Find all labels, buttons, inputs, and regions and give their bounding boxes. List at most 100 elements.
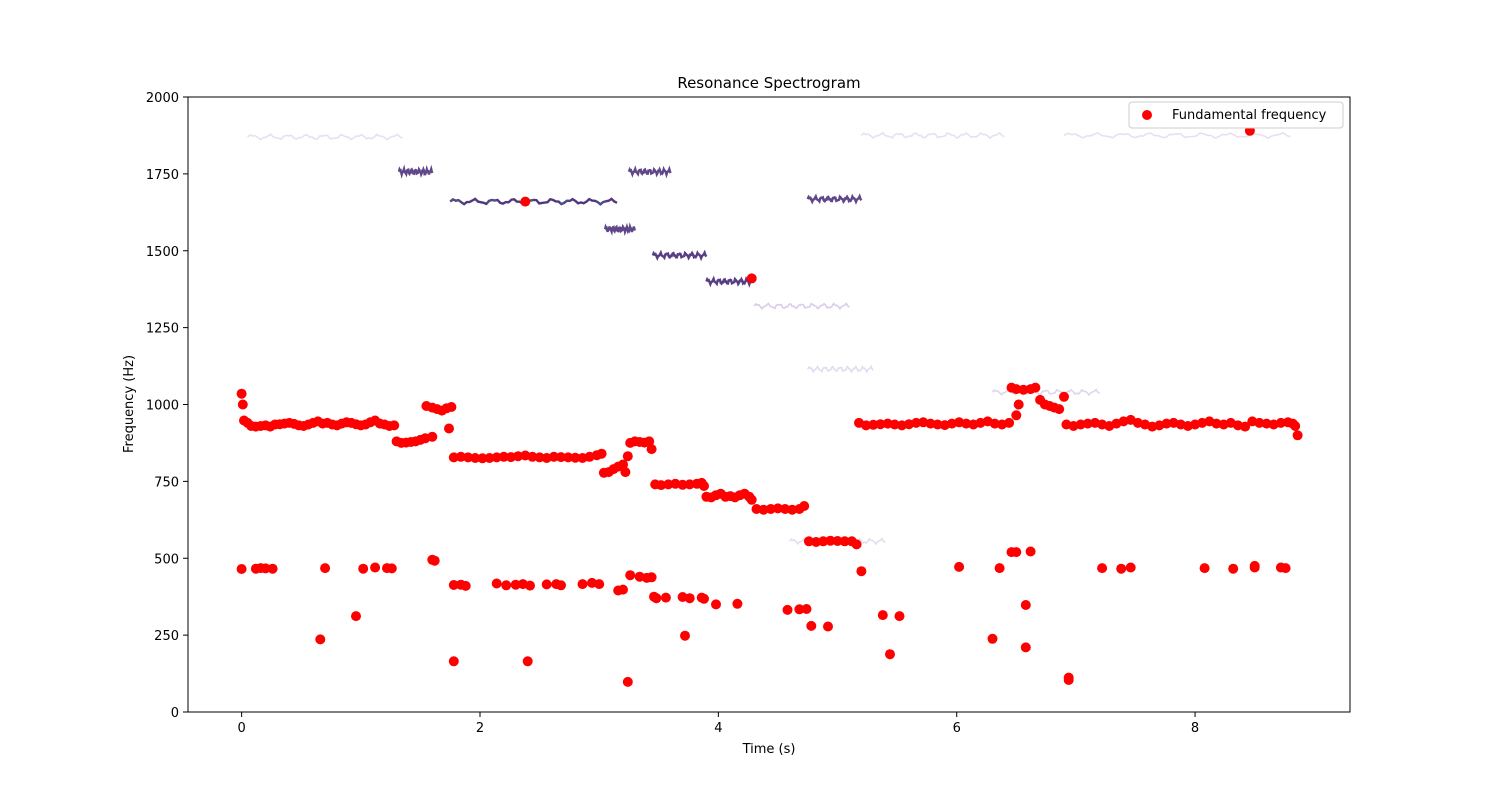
spectrogram-band-highlight-2 xyxy=(449,198,618,205)
y-tick-label: 1000 xyxy=(146,399,179,414)
data-point xyxy=(1228,563,1239,574)
legend-entry-label: Fundamental frequency xyxy=(1172,108,1327,123)
data-point xyxy=(1249,560,1260,571)
data-point xyxy=(1018,384,1029,395)
data-point xyxy=(501,580,512,591)
data-point xyxy=(758,504,769,515)
data-point xyxy=(680,630,690,641)
data-point xyxy=(455,451,466,462)
data-point xyxy=(237,399,248,410)
data-point xyxy=(1011,410,1022,421)
data-point xyxy=(315,634,326,645)
data-point xyxy=(839,536,850,547)
y-axis: 0 250 500 750 1000 1250 1500 1750 2000 xyxy=(146,91,188,721)
data-point xyxy=(644,436,655,447)
data-point xyxy=(1254,417,1265,428)
x-tick-label: 2 xyxy=(476,721,484,736)
data-point xyxy=(677,479,688,490)
data-point xyxy=(894,611,905,622)
data-point xyxy=(818,536,829,547)
data-point xyxy=(594,579,605,590)
data-point xyxy=(875,419,886,430)
data-point xyxy=(1082,418,1093,429)
data-point xyxy=(389,420,400,431)
legend-box xyxy=(1128,101,1344,129)
data-point xyxy=(596,448,607,459)
data-point xyxy=(656,480,667,491)
data-point xyxy=(460,580,471,591)
spectrogram-band-6 xyxy=(705,275,756,288)
data-point xyxy=(527,451,538,462)
x-axis-label: Time (s) xyxy=(742,742,796,757)
data-point xyxy=(570,452,581,463)
data-point xyxy=(746,273,757,284)
chart-title: Resonance Spectrogram xyxy=(677,74,860,92)
data-point xyxy=(427,431,438,442)
data-point xyxy=(477,453,488,464)
data-point xyxy=(801,604,812,614)
data-point xyxy=(699,481,709,491)
x-axis: 0 2 4 6 8 xyxy=(237,712,1199,736)
scatter-points xyxy=(236,125,1303,687)
y-tick-label: 1750 xyxy=(146,168,179,183)
data-point xyxy=(832,536,843,546)
data-point xyxy=(618,459,628,470)
data-point xyxy=(794,604,805,615)
data-point xyxy=(1020,642,1031,653)
data-point xyxy=(932,419,943,430)
data-point xyxy=(861,420,872,431)
data-point xyxy=(620,467,631,478)
x-tick-label: 6 xyxy=(953,721,961,736)
spectrogram-band-0 xyxy=(247,133,403,141)
data-point xyxy=(1020,600,1031,610)
data-point xyxy=(510,579,521,590)
data-point xyxy=(684,593,695,604)
data-point xyxy=(320,563,331,574)
data-point xyxy=(236,388,247,399)
data-point xyxy=(1011,547,1022,558)
data-point xyxy=(370,562,381,573)
data-point xyxy=(548,451,559,462)
data-point xyxy=(1004,417,1015,428)
data-point xyxy=(556,452,566,463)
data-point xyxy=(825,535,836,546)
data-point xyxy=(1063,675,1074,685)
spectrogram-band-9 xyxy=(806,364,874,374)
spectrogram-band-1 xyxy=(397,164,434,179)
y-axis-label: Frequency (Hz) xyxy=(122,355,137,453)
data-point xyxy=(987,633,998,644)
data-point xyxy=(351,611,361,622)
data-point xyxy=(885,649,895,660)
data-point xyxy=(1116,563,1127,574)
y-tick-label: 1250 xyxy=(146,322,179,337)
spectrogram-band-5 xyxy=(651,249,708,262)
data-point xyxy=(577,579,588,590)
data-point xyxy=(1030,382,1041,393)
data-point xyxy=(260,563,271,574)
data-point xyxy=(660,592,671,603)
data-point xyxy=(386,563,397,574)
legend: Fundamental frequency xyxy=(1128,101,1344,129)
data-point xyxy=(236,564,247,574)
spectrogram-band-3 xyxy=(603,222,637,237)
data-point xyxy=(1290,421,1301,431)
data-point xyxy=(491,578,502,589)
data-point xyxy=(732,598,743,609)
data-point xyxy=(803,536,814,547)
data-point xyxy=(851,539,862,550)
data-point xyxy=(622,451,633,462)
data-point xyxy=(358,563,369,574)
data-point xyxy=(1025,546,1036,557)
data-point xyxy=(772,503,783,514)
legend-marker xyxy=(1142,110,1152,120)
x-tick-label: 4 xyxy=(714,721,722,736)
data-point xyxy=(1059,391,1069,402)
x-tick-label: 8 xyxy=(1191,721,1199,736)
y-tick-label: 250 xyxy=(154,629,179,644)
data-point xyxy=(646,444,657,455)
data-point xyxy=(1292,430,1303,441)
data-point xyxy=(806,620,817,631)
data-point xyxy=(446,402,457,412)
y-tick-label: 2000 xyxy=(146,91,179,106)
data-point xyxy=(525,580,535,591)
